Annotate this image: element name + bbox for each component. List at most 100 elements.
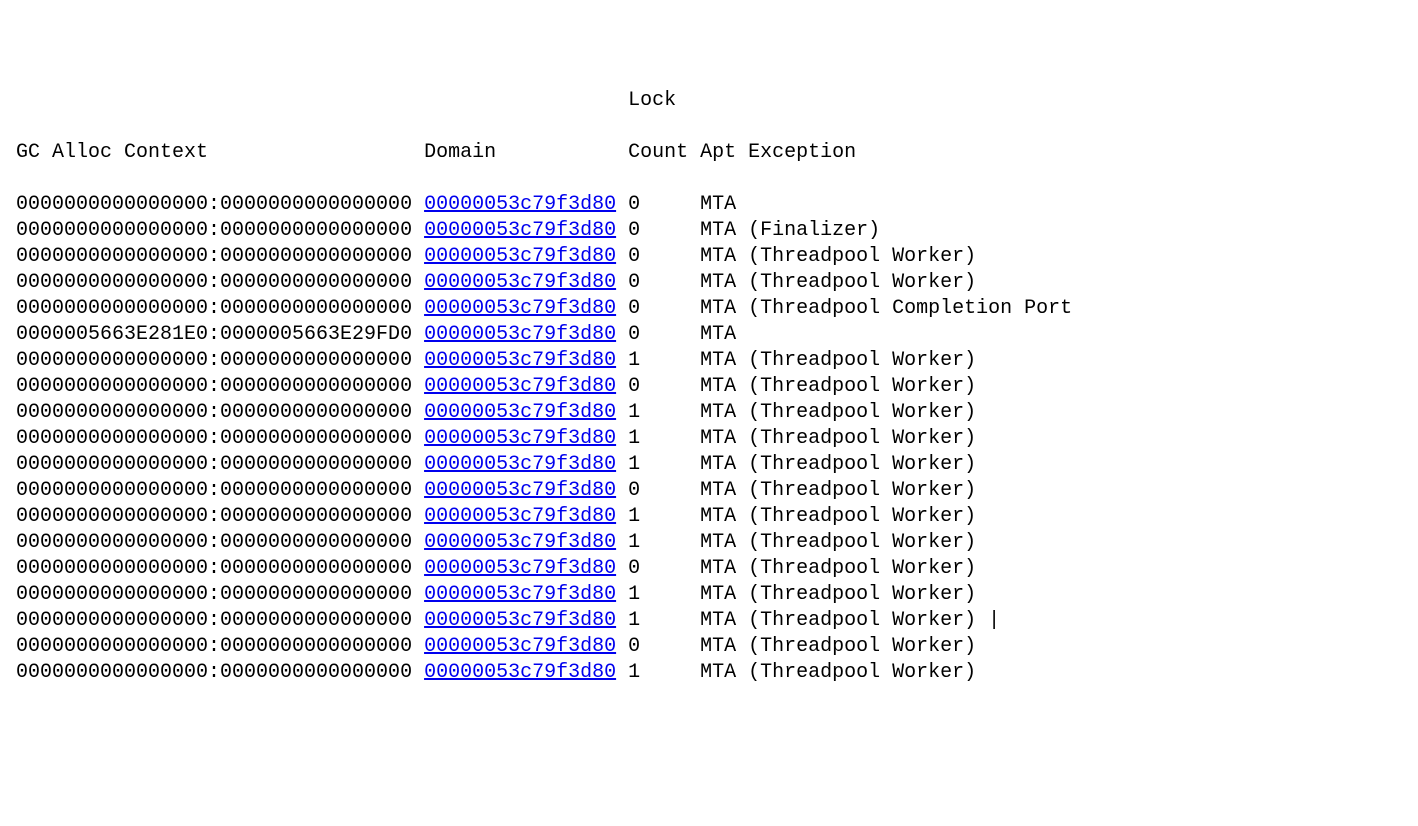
apt: MTA [700,426,748,452]
domain-cell: 00000053c79f3d80 [424,530,628,556]
domain-link[interactable]: 00000053c79f3d80 [424,661,616,684]
exception [748,192,1402,218]
domain-cell: 00000053c79f3d80 [424,556,628,582]
apt: MTA [700,478,748,504]
header-apt: Apt [700,140,748,166]
domain-link[interactable]: 00000053c79f3d80 [424,427,616,450]
domain-cell: 00000053c79f3d80 [424,192,628,218]
header-gc-blank [16,88,424,114]
domain-link[interactable]: 00000053c79f3d80 [424,401,616,424]
exception: (Threadpool Completion Port [748,296,1402,322]
domain-link[interactable]: 00000053c79f3d80 [424,505,616,528]
exception: (Threadpool Worker) [748,348,1402,374]
gc-alloc-context: 0000000000000000:0000000000000000 [16,426,424,452]
header-exception: Exception [748,140,1402,166]
exception: (Threadpool Worker) [748,426,1402,452]
domain-cell: 00000053c79f3d80 [424,478,628,504]
lock-count: 0 [628,556,700,582]
domain-cell: 00000053c79f3d80 [424,218,628,244]
apt: MTA [700,374,748,400]
lock-count: 0 [628,374,700,400]
table-row: 0000000000000000:00000000000000000000005… [16,634,1402,660]
table-row: 0000000000000000:00000000000000000000005… [16,582,1402,608]
domain-cell: 00000053c79f3d80 [424,244,628,270]
domain-link[interactable]: 00000053c79f3d80 [424,271,616,294]
gc-alloc-context: 0000000000000000:0000000000000000 [16,556,424,582]
header-row-2: GC Alloc Context Domain Count Apt Except… [16,140,1402,166]
domain-cell: 00000053c79f3d80 [424,582,628,608]
domain-link[interactable]: 00000053c79f3d80 [424,479,616,502]
exception: (Threadpool Worker) | [748,608,1402,634]
table-row: 0000005663E281E0:0000005663E29FD00000005… [16,322,1402,348]
apt: MTA [700,244,748,270]
gc-alloc-context: 0000000000000000:0000000000000000 [16,608,424,634]
domain-link[interactable]: 00000053c79f3d80 [424,219,616,242]
apt: MTA [700,452,748,478]
rows-container: 0000000000000000:00000000000000000000005… [16,192,1402,686]
domain-cell: 00000053c79f3d80 [424,374,628,400]
lock-count: 1 [628,400,700,426]
table-row: 0000000000000000:00000000000000000000005… [16,296,1402,322]
apt: MTA [700,192,748,218]
apt: MTA [700,296,748,322]
exception: (Threadpool Worker) [748,452,1402,478]
gc-alloc-context: 0000000000000000:0000000000000000 [16,660,424,686]
table-row: 0000000000000000:00000000000000000000005… [16,556,1402,582]
apt: MTA [700,504,748,530]
domain-link[interactable]: 00000053c79f3d80 [424,583,616,606]
domain-link[interactable]: 00000053c79f3d80 [424,193,616,216]
exception: (Threadpool Worker) [748,504,1402,530]
table-row: 0000000000000000:00000000000000000000005… [16,400,1402,426]
gc-alloc-context: 0000000000000000:0000000000000000 [16,530,424,556]
gc-alloc-context: 0000000000000000:0000000000000000 [16,478,424,504]
domain-link[interactable]: 00000053c79f3d80 [424,297,616,320]
apt: MTA [700,270,748,296]
gc-alloc-context: 0000000000000000:0000000000000000 [16,192,424,218]
exception: (Threadpool Worker) [748,660,1402,686]
gc-alloc-context: 0000000000000000:0000000000000000 [16,270,424,296]
apt: MTA [700,634,748,660]
header-lock-line2: Count [628,140,700,166]
lock-count: 1 [628,348,700,374]
domain-link[interactable]: 00000053c79f3d80 [424,635,616,658]
lock-count: 1 [628,426,700,452]
domain-link[interactable]: 00000053c79f3d80 [424,245,616,268]
lock-count: 1 [628,582,700,608]
domain-link[interactable]: 00000053c79f3d80 [424,349,616,372]
gc-alloc-context: 0000000000000000:0000000000000000 [16,296,424,322]
gc-alloc-context: 0000000000000000:0000000000000000 [16,374,424,400]
lock-count: 0 [628,192,700,218]
domain-link[interactable]: 00000053c79f3d80 [424,453,616,476]
apt: MTA [700,660,748,686]
lock-count: 1 [628,530,700,556]
apt: MTA [700,556,748,582]
domain-cell: 00000053c79f3d80 [424,426,628,452]
apt: MTA [700,530,748,556]
domain-link[interactable]: 00000053c79f3d80 [424,609,616,632]
apt: MTA [700,322,748,348]
table-row: 0000000000000000:00000000000000000000005… [16,426,1402,452]
lock-count: 1 [628,504,700,530]
table-row: 0000000000000000:00000000000000000000005… [16,192,1402,218]
gc-alloc-context: 0000000000000000:0000000000000000 [16,582,424,608]
domain-link[interactable]: 00000053c79f3d80 [424,531,616,554]
table-row: 0000000000000000:00000000000000000000005… [16,530,1402,556]
domain-link[interactable]: 00000053c79f3d80 [424,375,616,398]
gc-alloc-context: 0000000000000000:0000000000000000 [16,348,424,374]
table-row: 0000000000000000:00000000000000000000005… [16,452,1402,478]
domain-link[interactable]: 00000053c79f3d80 [424,557,616,580]
table-row: 0000000000000000:00000000000000000000005… [16,218,1402,244]
header-domain: Domain [424,140,628,166]
lock-count: 0 [628,322,700,348]
table-row: 0000000000000000:00000000000000000000005… [16,608,1402,634]
exception: (Threadpool Worker) [748,582,1402,608]
apt: MTA [700,348,748,374]
exception: (Finalizer) [748,218,1402,244]
table-row: 0000000000000000:00000000000000000000005… [16,270,1402,296]
domain-cell: 00000053c79f3d80 [424,400,628,426]
header-gc: GC Alloc Context [16,140,424,166]
exception: (Threadpool Worker) [748,270,1402,296]
lock-count: 0 [628,244,700,270]
table-row: 0000000000000000:00000000000000000000005… [16,348,1402,374]
domain-link[interactable]: 00000053c79f3d80 [424,323,616,346]
